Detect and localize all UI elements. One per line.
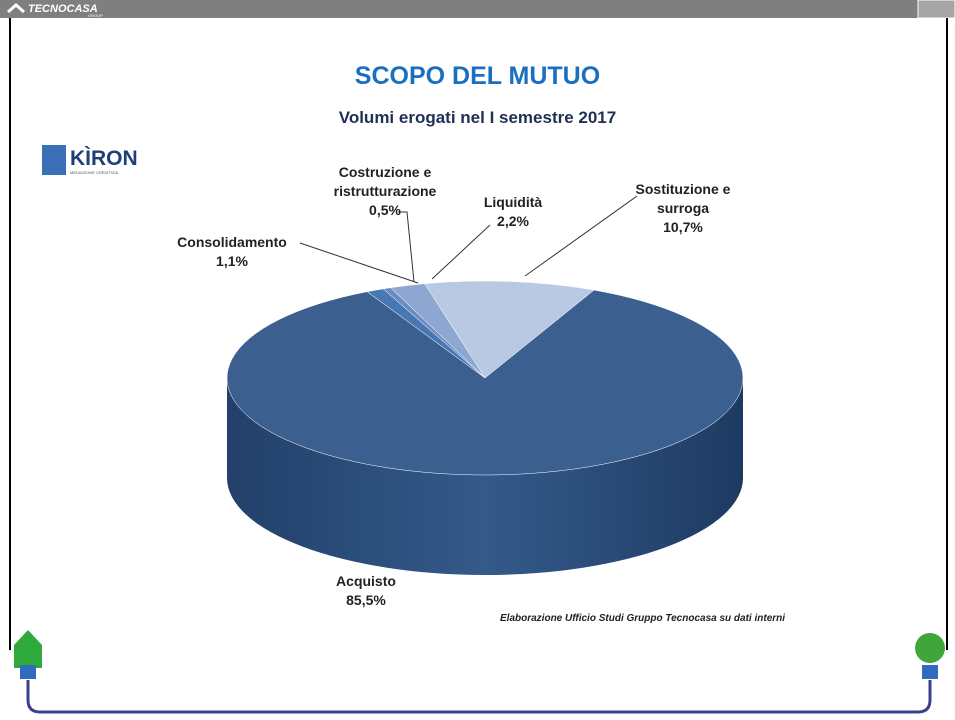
pie-slice [424,280,595,379]
bottom-line [26,680,932,714]
leader-line [398,211,415,283]
source: Elaborazione Ufficio Studi Gruppo Tecnoc… [500,613,786,624]
logo-icon [7,3,25,14]
top-box [917,0,955,19]
leader-line [524,195,638,277]
house-icon [14,630,42,668]
category-label: Liquidità [483,194,543,210]
category-label: Consolidamento [177,234,287,250]
slice-label: Liquidità 2,2% [468,193,558,231]
pie-slice [226,289,744,476]
brand-tagline: MEDIAZIONE CREDITIZIA [70,170,119,175]
slice-label: Consolidamento 1,1% [167,233,297,271]
brand: KÌRON [70,147,138,170]
slice-label: Acquisto 85,5% [316,572,416,610]
value-label: 2,2% [497,213,529,229]
value-label: 85,5% [346,592,386,608]
leader-line [299,242,419,284]
plug-icon [20,665,36,679]
value-label: 10,7% [663,219,703,235]
slice-label: Costruzione e ristrutturazione 0,5% [323,163,448,220]
top-bar [0,0,955,18]
category-label: Sostituzione e surroga [635,181,731,216]
title: SCOPO DEL MUTUO [354,62,601,90]
subtitle: Volumi erogati nel I semestre 2017 [338,108,617,127]
category-label: Costruzione e ristrutturazione [333,164,437,199]
leader-line [431,224,491,280]
value-label: 1,1% [216,253,248,269]
brand-icon [42,145,66,175]
value-label: 0,5% [369,202,401,218]
plug-icon [922,665,938,679]
category-label: Acquisto [336,573,396,589]
tree-icon [915,633,945,663]
slice-label: Sostituzione e surroga 10,7% [623,180,743,237]
logo: TECNOCASA [28,3,98,15]
logo-sub: GROUP [88,13,103,18]
pie-side [227,378,743,575]
